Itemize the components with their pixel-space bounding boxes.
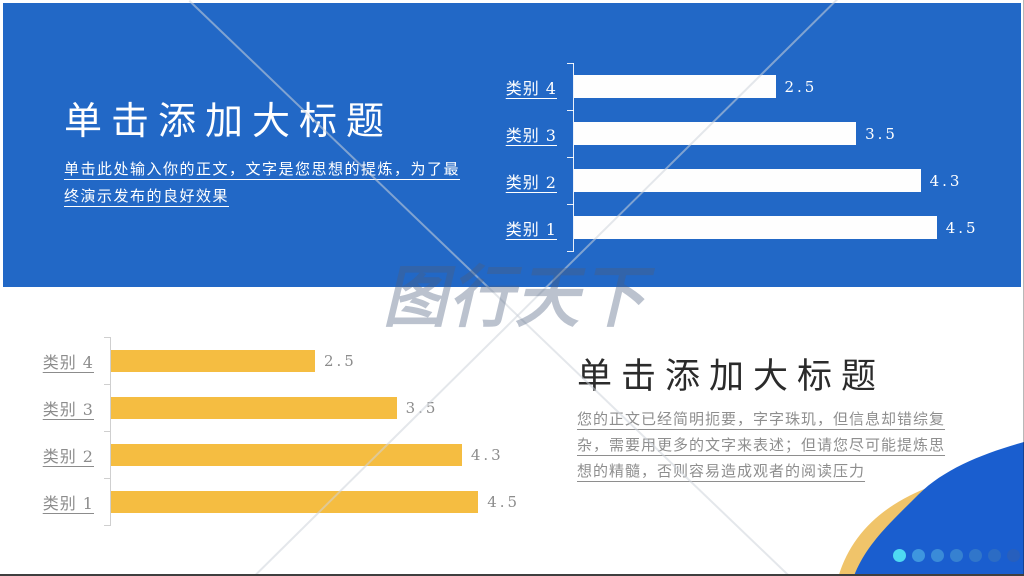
top-section-body-text: 单击此处输入你的正文，文字是您思想的提炼，为了最终演示发布的良好效果 xyxy=(64,160,461,205)
value-label: 3.5 xyxy=(405,398,439,417)
bar-row: 类别 2 4.3 xyxy=(14,431,519,478)
pagination-dots xyxy=(893,549,1020,562)
wave-blue-shape xyxy=(854,442,1024,576)
bar-track: 4.5 xyxy=(574,204,977,251)
pagination-dot xyxy=(969,549,982,562)
axis-tick xyxy=(104,431,111,432)
bar xyxy=(111,396,397,419)
bar-track: 3.5 xyxy=(574,110,977,157)
category-label: 类别 4 xyxy=(42,352,94,372)
top-section-title: 单击添加大标题 xyxy=(64,99,394,143)
axis-tick xyxy=(104,478,111,479)
bar-track: 3.5 xyxy=(111,384,519,431)
bar-chart-white: 类别 4 2.5 类别 3 3.5 类别 2 4.3 类别 1 4.5 xyxy=(477,63,977,252)
bar xyxy=(574,75,776,98)
value-label: 4.3 xyxy=(470,445,504,464)
pagination-dot xyxy=(912,549,925,562)
bar-row: 类别 2 4.3 xyxy=(477,157,977,204)
value-label: 4.3 xyxy=(929,171,963,190)
corner-wave-decoration xyxy=(838,442,1024,576)
category-label: 类别 3 xyxy=(42,399,94,419)
axis-tick xyxy=(567,251,574,252)
value-label: 4.5 xyxy=(487,492,521,511)
bar-track: 4.3 xyxy=(111,431,519,478)
bar xyxy=(111,443,462,466)
category-label: 类别 4 xyxy=(505,78,557,98)
category-label: 类别 1 xyxy=(505,219,557,239)
value-label: 4.5 xyxy=(945,218,979,237)
bar-row: 类别 1 4.5 xyxy=(14,478,519,525)
axis-tick xyxy=(104,337,111,338)
pagination-dot xyxy=(931,549,944,562)
value-label: 2.5 xyxy=(784,77,818,96)
category-label: 类别 2 xyxy=(42,446,94,466)
bar-track: 4.5 xyxy=(111,478,519,525)
bar xyxy=(111,349,315,372)
category-label: 类别 2 xyxy=(505,172,557,192)
axis-tick xyxy=(104,525,111,526)
pagination-dot xyxy=(893,549,906,562)
bar-track: 4.3 xyxy=(574,157,977,204)
bottom-section-title: 单击添加大标题 xyxy=(577,357,886,397)
category-label: 类别 1 xyxy=(42,493,94,513)
pagination-dot xyxy=(950,549,963,562)
bar-row: 类别 4 2.5 xyxy=(14,337,519,384)
value-label: 3.5 xyxy=(865,124,898,143)
bar xyxy=(574,122,857,145)
pagination-dot xyxy=(988,549,1001,562)
bar-track: 2.5 xyxy=(111,337,519,384)
bar-track: 2.5 xyxy=(574,63,977,110)
bar xyxy=(574,216,937,239)
bar xyxy=(574,169,921,192)
bar-row: 类别 1 4.5 xyxy=(477,204,977,251)
pagination-dot xyxy=(1007,549,1020,562)
bar-chart-yellow: 类别 4 2.5 类别 3 3.5 类别 2 4.3 类别 1 4.5 xyxy=(14,337,519,526)
value-label: 2.5 xyxy=(324,351,357,370)
axis-tick xyxy=(104,384,111,385)
bar-row: 类别 4 2.5 xyxy=(477,63,977,110)
bar xyxy=(111,490,479,513)
bar-row: 类别 3 3.5 xyxy=(14,384,519,431)
category-label: 类别 3 xyxy=(505,125,557,145)
bar-row: 类别 3 3.5 xyxy=(477,110,977,157)
